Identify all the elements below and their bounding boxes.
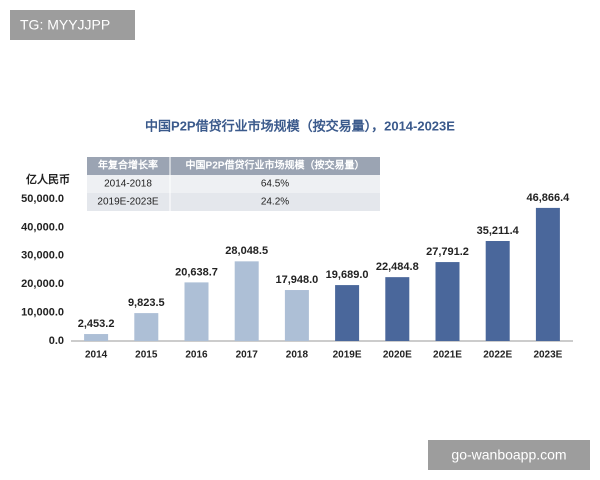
watermark-bg [10,10,135,40]
y-tick-label: 40,000.0 [21,221,64,233]
value-label: 35,211.4 [477,225,520,237]
bar [535,207,560,341]
bar [134,313,159,341]
x-tick-label: 2021E [433,350,462,361]
bar [385,277,410,341]
bar [84,334,109,341]
table-row-bg [87,175,380,193]
table-row-bg [87,193,380,211]
table-header-bg [87,157,380,175]
table-cell: 24.2% [261,197,289,208]
table-cell: 64.5% [261,179,289,190]
bar [335,285,360,341]
y-tick-label: 20,000.0 [21,278,64,290]
bar [485,240,510,341]
watermark: go-wanboapp.com [451,447,566,463]
table-cell: 2014-2018 [104,179,152,190]
x-tick-label: 2020E [383,350,412,361]
bar [184,282,209,341]
value-label: 22,484.8 [376,261,419,273]
chart-title: 中国P2P借贷行业市场规模（按交易量），2014-2023E [145,118,455,133]
x-tick-label: 2023E [533,350,562,361]
y-tick-label: 0.0 [49,335,64,347]
x-tick-label: 2019E [333,350,362,361]
value-label: 46,866.4 [526,192,570,204]
watermark: TG: MYYJJPP [20,17,110,33]
y-axis-label: 亿人民币 [26,172,70,186]
table-cell: 2019E-2023E [97,197,158,208]
x-tick-label: 2017 [236,350,259,361]
value-label: 2,453.2 [78,318,115,330]
y-tick-label: 10,000.0 [21,307,64,319]
value-label: 19,689.0 [326,269,369,281]
value-label: 28,048.5 [225,245,268,257]
watermark-bg [428,440,590,470]
x-tick-label: 2022E [483,350,512,361]
value-label: 20,638.7 [175,266,218,278]
x-tick-label: 2018 [286,350,309,361]
bar [284,290,309,341]
y-tick-label: 50,000.0 [21,193,64,205]
value-label: 9,823.5 [128,297,165,309]
x-tick-label: 2014 [85,350,108,361]
x-tick-label: 2015 [135,350,158,361]
value-label: 27,791.2 [426,246,469,258]
x-tick-label: 2016 [185,350,208,361]
table-header: 中国P2P借贷行业市场规模（按交易量） [186,159,365,172]
bar [435,262,460,341]
value-label: 17,948.0 [275,274,318,286]
y-tick-label: 30,000.0 [21,250,64,262]
table-header: 年复合增长率 [98,159,158,172]
bar [234,261,259,341]
